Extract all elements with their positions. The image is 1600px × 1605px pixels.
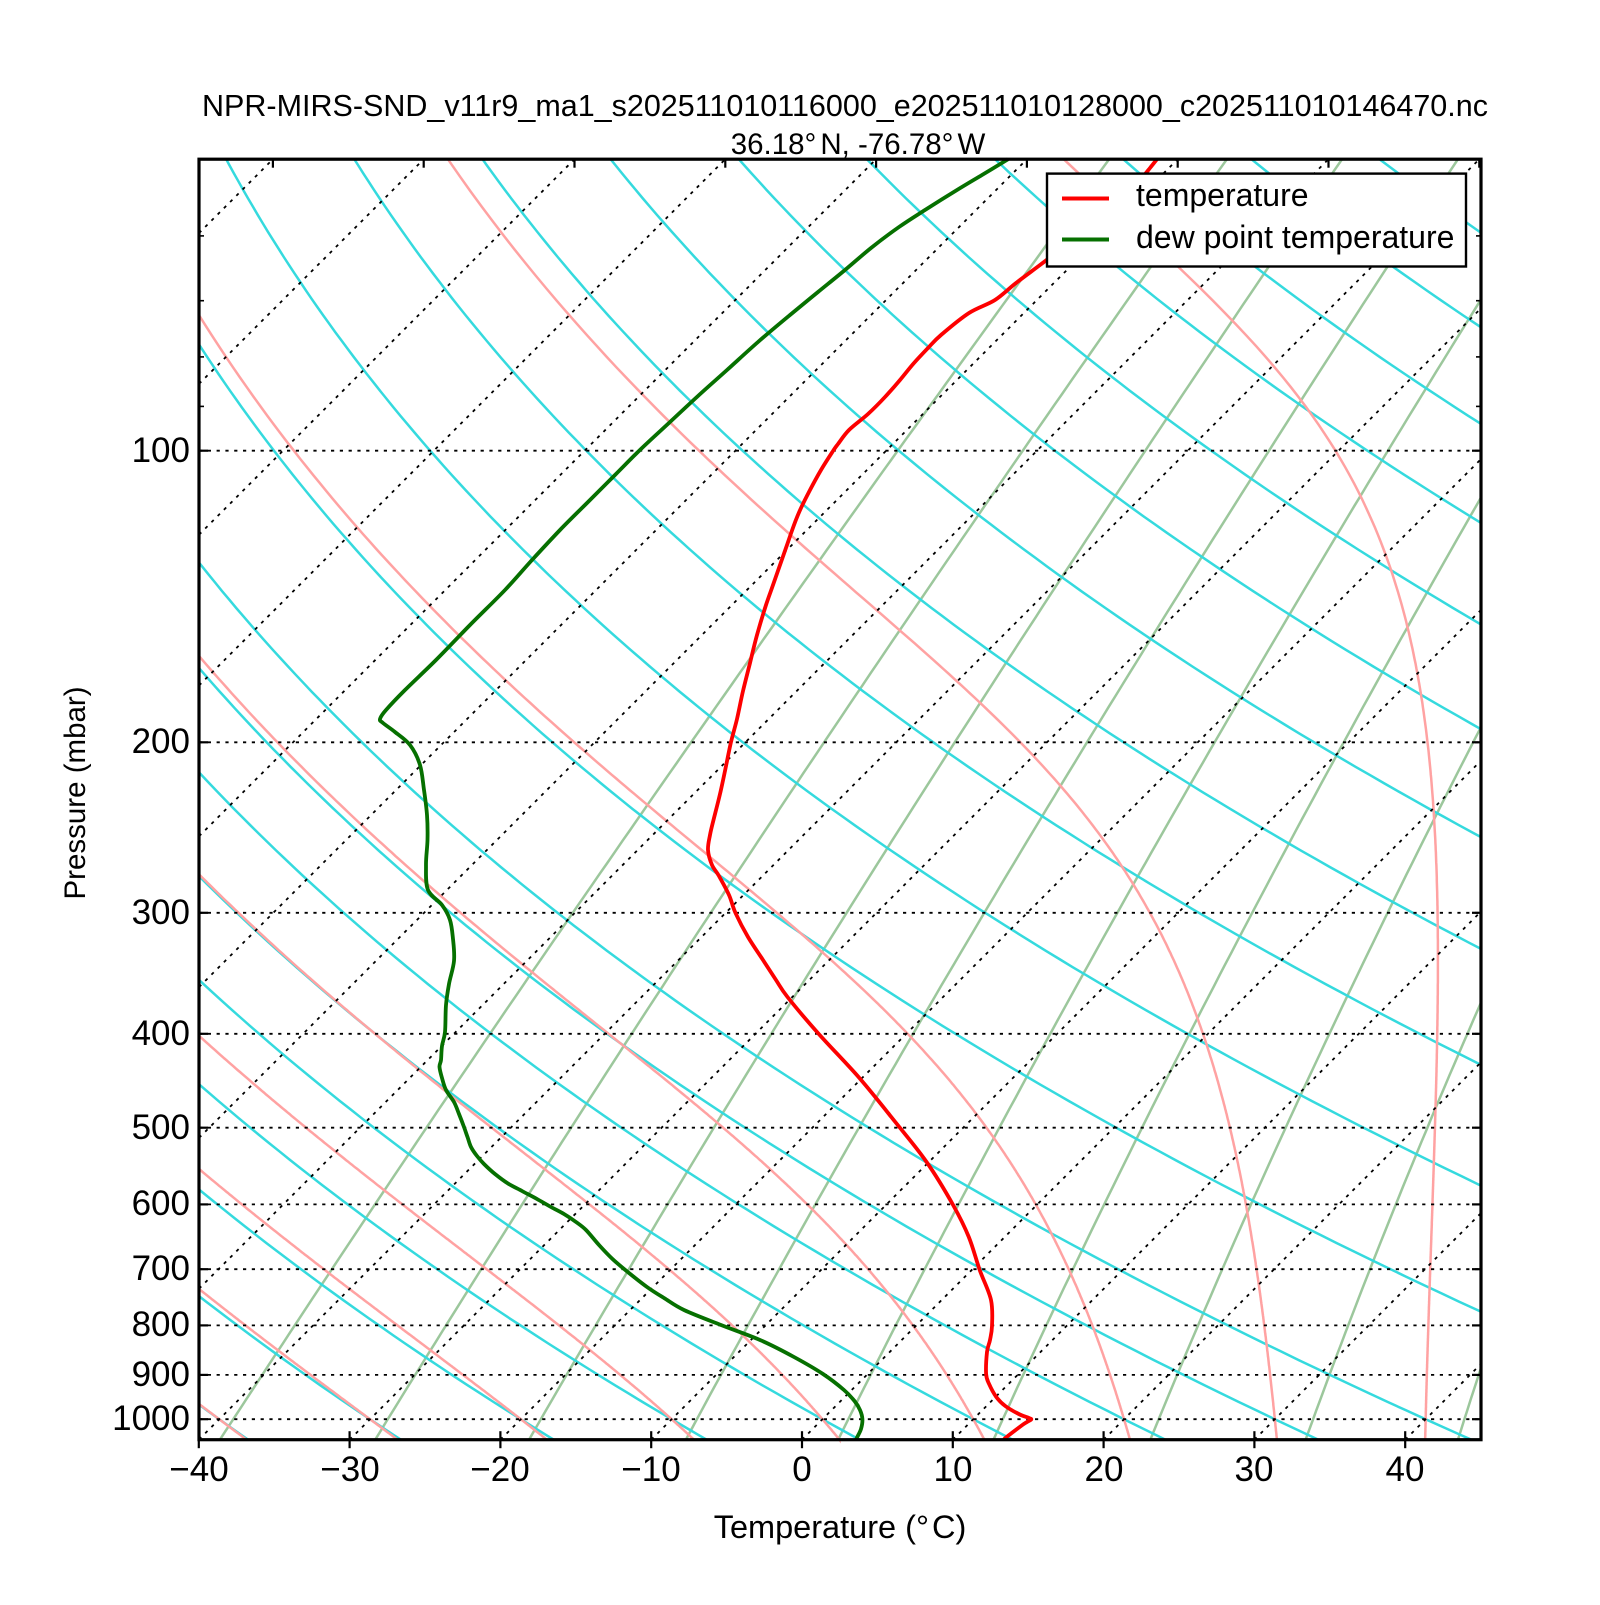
svg-text:600: 600 — [132, 1184, 190, 1223]
svg-text:Temperature (°C): Temperature (°C) — [714, 1509, 967, 1545]
svg-text:10: 10 — [934, 1450, 973, 1489]
svg-text:NPR-MIRS-SND_v11r9_ma1_s202511: NPR-MIRS-SND_v11r9_ma1_s202511010116000_… — [202, 89, 1488, 123]
svg-text:200: 200 — [132, 722, 190, 761]
svg-text:0: 0 — [792, 1450, 811, 1489]
svg-text:40: 40 — [1386, 1450, 1425, 1489]
svg-text:800: 800 — [132, 1305, 190, 1344]
svg-text:36.18°N, -76.78°W: 36.18° N, -76.78° W — [731, 128, 986, 161]
svg-text:400: 400 — [132, 1014, 190, 1053]
svg-text:500: 500 — [132, 1108, 190, 1147]
svg-text:100: 100 — [132, 431, 190, 470]
svg-text:temperature: temperature — [1136, 177, 1309, 213]
svg-text:20: 20 — [1085, 1450, 1124, 1489]
svg-text:−30: −30 — [320, 1450, 379, 1489]
svg-text:−20: −20 — [470, 1450, 529, 1489]
svg-text:−40: −40 — [169, 1450, 228, 1489]
svg-text:300: 300 — [132, 893, 190, 932]
svg-text:dew point temperature: dew point temperature — [1136, 219, 1454, 255]
svg-text:Pressure (mbar): Pressure (mbar) — [59, 686, 92, 899]
svg-text:30: 30 — [1235, 1450, 1274, 1489]
svg-text:900: 900 — [132, 1355, 190, 1394]
svg-text:1000: 1000 — [112, 1399, 190, 1438]
svg-text:700: 700 — [132, 1249, 190, 1288]
svg-text:−10: −10 — [621, 1450, 680, 1489]
